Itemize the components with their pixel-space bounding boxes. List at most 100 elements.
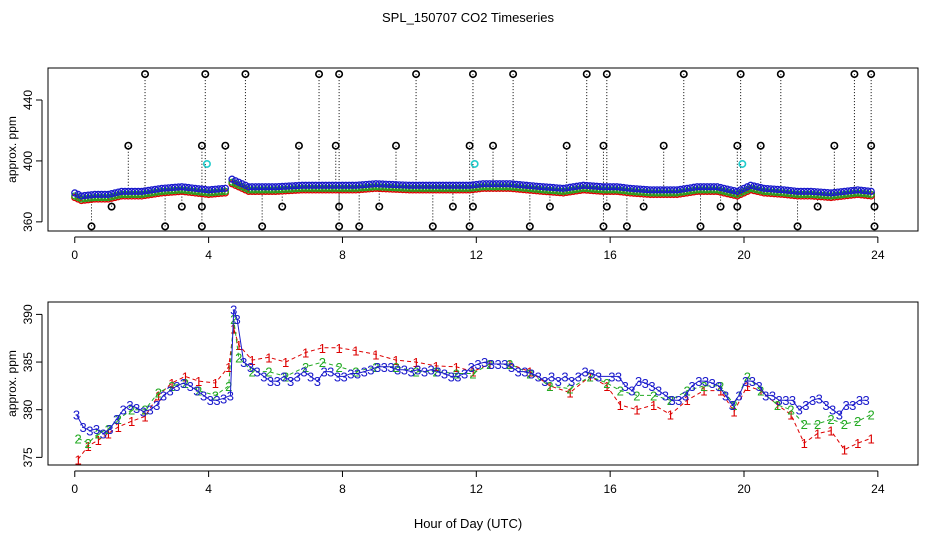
bottom-y-tick-label: 385 xyxy=(21,352,35,372)
flag-point xyxy=(659,141,668,150)
top-point-3 xyxy=(844,187,852,195)
top-point-3 xyxy=(824,189,832,197)
bottom-point-label-2: 2 xyxy=(566,382,573,397)
top-point-3 xyxy=(529,182,537,190)
bottom-point-label-1: 1 xyxy=(730,405,737,420)
bottom-point-label-3: 3 xyxy=(856,393,863,408)
top-point-3 xyxy=(552,184,561,192)
top-point-3 xyxy=(345,181,353,189)
bottom-point-label-3: 3 xyxy=(615,369,622,384)
top-point-3 xyxy=(777,185,785,194)
flag-point xyxy=(562,141,571,150)
top-point-3 xyxy=(834,188,842,196)
top-point-3 xyxy=(151,185,159,194)
bottom-point-label-1: 1 xyxy=(633,403,640,418)
top-point-3 xyxy=(526,181,534,190)
top-point-3 xyxy=(188,184,196,192)
bottom-point-label-3: 3 xyxy=(695,374,702,389)
top-point-3 xyxy=(248,183,256,191)
top-point-3 xyxy=(576,182,584,190)
top-point-3 xyxy=(325,181,333,189)
flag-point xyxy=(201,70,210,79)
top-point-3 xyxy=(683,184,691,192)
top-point-3 xyxy=(81,191,89,200)
bottom-point-label-3: 3 xyxy=(842,398,849,413)
top-point-3 xyxy=(813,188,822,196)
top-point-3 xyxy=(168,183,176,192)
top-point-3 xyxy=(338,181,347,189)
flag-point xyxy=(241,70,250,79)
top-point-3 xyxy=(476,180,484,188)
top-point-3 xyxy=(502,180,511,188)
top-point-2 xyxy=(74,193,82,202)
bottom-point-label-2: 2 xyxy=(486,357,493,372)
top-point-3 xyxy=(291,182,300,190)
bottom-point-label-3: 3 xyxy=(715,379,722,394)
bottom-point-label-1: 1 xyxy=(372,347,379,362)
bottom-point-label-3: 3 xyxy=(160,388,167,403)
flag-point xyxy=(177,202,186,211)
cyan-point xyxy=(202,159,211,168)
top-point-3 xyxy=(174,183,183,191)
top-point-3 xyxy=(97,190,106,199)
top-point-3 xyxy=(569,183,577,191)
bottom-point-label-2: 2 xyxy=(128,403,135,418)
top-point-3 xyxy=(563,184,571,192)
bottom-point-label-3: 3 xyxy=(648,379,655,394)
top-point-3 xyxy=(184,183,193,192)
top-point-3 xyxy=(593,182,601,190)
bottom-x-tick-label: 16 xyxy=(603,482,617,496)
bottom-point-label-3: 3 xyxy=(782,393,789,408)
top-point-3 xyxy=(275,182,283,191)
bottom-point-label-3: 3 xyxy=(173,379,180,394)
bottom-point-label-2: 2 xyxy=(841,417,848,432)
top-point-3 xyxy=(134,187,142,196)
top-point-3 xyxy=(332,181,340,189)
top-point-3 xyxy=(312,181,320,189)
top-point-3 xyxy=(532,182,541,190)
bottom-point-label-3: 3 xyxy=(233,312,240,327)
top-point-2 xyxy=(740,187,748,196)
bottom-point-label-3: 3 xyxy=(722,388,729,403)
top-point-3 xyxy=(743,183,751,191)
bottom-point-label-3: 3 xyxy=(729,398,736,413)
bottom-point-label-3: 3 xyxy=(193,384,200,399)
bottom-point-label-3: 3 xyxy=(187,379,194,394)
bottom-point-label-2: 2 xyxy=(814,417,821,432)
bottom-point-label-3: 3 xyxy=(153,398,160,413)
bottom-point-label-3: 3 xyxy=(207,393,214,408)
flag-point xyxy=(278,202,287,211)
top-x-tick-label: 24 xyxy=(871,248,885,262)
top-point-3 xyxy=(181,183,189,191)
top-point-3 xyxy=(265,183,273,191)
top-point-2 xyxy=(241,184,250,192)
bottom-point-label-1: 1 xyxy=(319,341,326,356)
bottom-point-label-2: 2 xyxy=(265,365,272,380)
top-point-3 xyxy=(442,181,450,189)
top-point-3 xyxy=(606,183,614,191)
bottom-point-label-3: 3 xyxy=(501,357,508,372)
top-point-3 xyxy=(238,180,246,188)
top-point-3 xyxy=(616,183,624,191)
flag-point xyxy=(107,202,116,211)
top-point-3 xyxy=(288,182,296,190)
top-point-3 xyxy=(489,180,497,188)
flag-point xyxy=(545,202,554,211)
bottom-point-label-1: 1 xyxy=(212,376,219,391)
bottom-point-label-1: 1 xyxy=(392,353,399,368)
top-point-3 xyxy=(676,185,685,194)
top-point-3 xyxy=(462,181,470,189)
top-point-3 xyxy=(536,182,544,191)
bottom-point-label-3: 3 xyxy=(776,393,783,408)
flag-point xyxy=(465,141,474,150)
top-point-3 xyxy=(663,186,671,194)
bottom-point-label-2: 2 xyxy=(854,414,861,429)
bottom-point-label-2: 2 xyxy=(453,366,460,381)
flag-point xyxy=(468,202,477,211)
bottom-point-label-2: 2 xyxy=(787,403,794,418)
top-point-3 xyxy=(194,185,203,193)
flag-point xyxy=(465,222,474,231)
top-point-3 xyxy=(730,186,738,195)
bottom-point-label-3: 3 xyxy=(863,393,870,408)
